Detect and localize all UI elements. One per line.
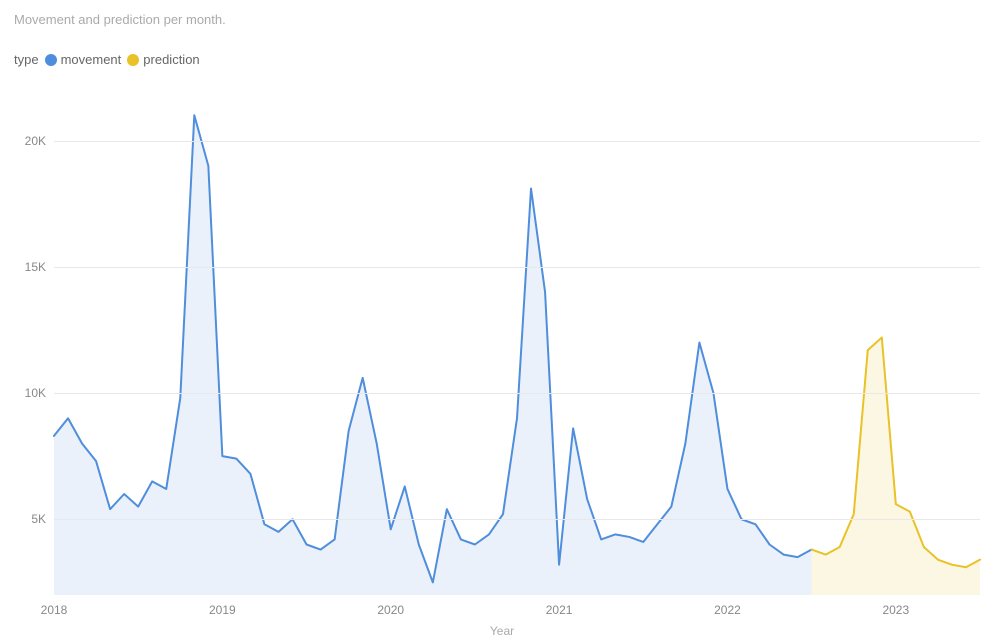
legend-item-prediction[interactable]: prediction <box>127 52 199 67</box>
x-tick-label: 2020 <box>377 603 404 617</box>
x-tick-label: 2019 <box>209 603 236 617</box>
x-tick-label: 2021 <box>546 603 573 617</box>
y-tick-label: 10K <box>25 386 46 400</box>
legend-type-label: type <box>14 52 39 67</box>
chart-title: Movement and prediction per month. <box>14 12 226 27</box>
series-area-prediction <box>812 337 980 595</box>
x-tick-label: 2023 <box>882 603 909 617</box>
x-tick-label: 2022 <box>714 603 741 617</box>
legend-dot-prediction <box>127 54 139 66</box>
legend-text-prediction: prediction <box>143 52 199 67</box>
legend-item-movement[interactable]: movement <box>45 52 122 67</box>
x-axis-label: Year <box>490 624 514 638</box>
legend: type movement prediction <box>14 52 200 67</box>
grid-line <box>54 141 980 142</box>
y-tick-label: 5K <box>31 512 46 526</box>
y-tick-label: 20K <box>25 134 46 148</box>
legend-text-movement: movement <box>61 52 122 67</box>
legend-dot-movement <box>45 54 57 66</box>
chart-container: Movement and prediction per month. type … <box>0 0 1004 637</box>
grid-line <box>54 267 980 268</box>
x-tick-label: 2018 <box>41 603 68 617</box>
plot-area: 5K10K15K20K201820192020202120222023 <box>54 90 980 595</box>
y-tick-label: 15K <box>25 260 46 274</box>
grid-line <box>54 519 980 520</box>
grid-line <box>54 393 980 394</box>
